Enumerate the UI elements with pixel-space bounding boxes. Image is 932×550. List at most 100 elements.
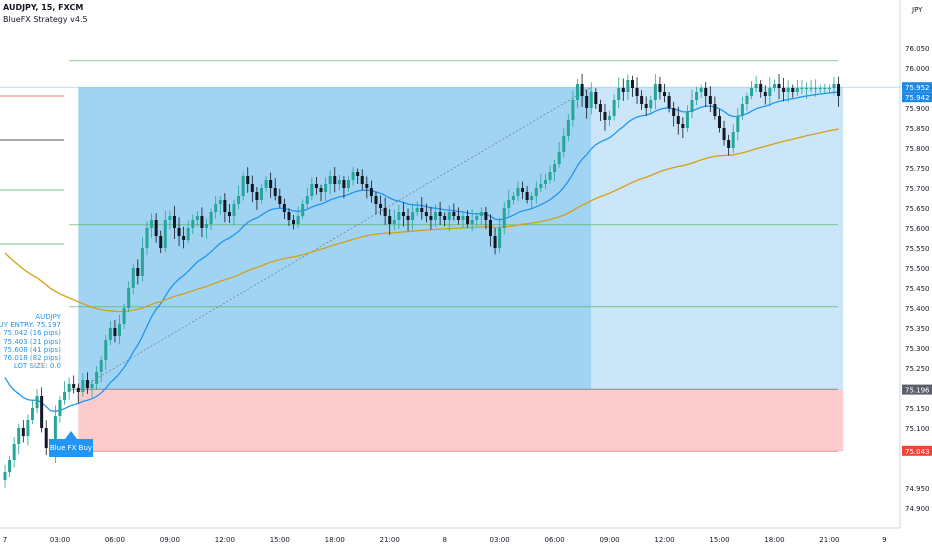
candle-body xyxy=(113,328,117,336)
candle-body xyxy=(429,216,433,220)
candle-body xyxy=(392,220,396,224)
candle-body xyxy=(241,176,245,196)
candle-body xyxy=(365,184,369,188)
candle-body xyxy=(12,444,16,460)
candle-body xyxy=(118,324,121,336)
candle-body xyxy=(227,212,231,216)
candle-body xyxy=(685,112,689,128)
candle-body xyxy=(649,100,653,108)
candle-body xyxy=(516,188,520,196)
candle-body xyxy=(85,380,89,388)
trade-info-line: TP1: 75.403 (21 pips) xyxy=(0,337,61,346)
candle-body xyxy=(672,108,676,116)
price-tick-label: 75.600 xyxy=(905,225,930,233)
candle-body xyxy=(159,236,163,248)
trend-dotted-line xyxy=(78,86,592,390)
candle-body xyxy=(145,228,149,248)
candle-body xyxy=(223,200,227,212)
time-tick-label: 21:00 xyxy=(819,536,839,544)
candle-body xyxy=(777,84,781,88)
ema-slow-line xyxy=(4,128,839,313)
time-tick-label: 06:00 xyxy=(545,536,565,544)
candle-body xyxy=(177,228,181,236)
candle-body xyxy=(640,96,644,104)
candle-body xyxy=(827,88,831,89)
time-tick-label: 18:00 xyxy=(325,536,345,544)
candle-body xyxy=(452,212,456,216)
candle-body xyxy=(351,172,355,180)
price-tag-text: 75.952 xyxy=(905,84,930,92)
indicator-title[interactable]: BlueFX Strategy v4.5 xyxy=(3,15,88,24)
candle-body xyxy=(63,392,67,400)
candle-body xyxy=(447,212,451,220)
candle-body xyxy=(232,204,236,216)
candles xyxy=(3,73,841,488)
candle-body xyxy=(608,116,612,120)
candle-body xyxy=(612,100,616,116)
price-tag-text: 75.942 xyxy=(905,94,930,102)
candle-body xyxy=(498,228,502,248)
candle-body xyxy=(653,84,657,100)
price-tick-label: 75.900 xyxy=(905,105,930,113)
candle-body xyxy=(81,380,85,392)
candle-body xyxy=(195,216,199,220)
candle-body xyxy=(127,288,131,308)
candle-body xyxy=(8,460,12,472)
candle-body xyxy=(58,400,62,416)
buy-signal-label: Blue FX Buy xyxy=(49,439,93,457)
candle-body xyxy=(727,140,731,148)
candle-body xyxy=(456,216,460,220)
time-tick-label: 03:00 xyxy=(490,536,510,544)
price-tick-label: 76.050 xyxy=(905,45,930,53)
candle-body xyxy=(154,220,158,236)
candle-body xyxy=(131,268,135,288)
candle-body xyxy=(420,208,424,212)
candle-body xyxy=(209,212,213,224)
candle-body xyxy=(438,212,442,216)
candle-body xyxy=(837,84,841,96)
candle-body xyxy=(690,100,694,112)
candle-body xyxy=(745,96,749,104)
candle-body xyxy=(21,428,25,436)
candle-body xyxy=(150,220,154,228)
candle-body xyxy=(571,100,575,120)
candle-body xyxy=(663,92,667,96)
candle-body xyxy=(589,92,593,108)
price-tag-entry xyxy=(902,384,932,395)
time-tick-label: 8 xyxy=(442,536,446,544)
candle-body xyxy=(644,104,648,108)
price-tick-label: 75.450 xyxy=(905,285,930,293)
candle-body xyxy=(401,212,405,216)
symbol-title[interactable]: AUDJPY, 15, FXCM xyxy=(3,3,84,12)
candle-body xyxy=(566,120,570,136)
candle-body xyxy=(35,396,39,408)
candle-body xyxy=(67,384,71,392)
price-tick-label: 75.300 xyxy=(905,345,930,353)
buy-signal-arrow xyxy=(65,431,77,439)
candle-body xyxy=(237,196,241,204)
trade-info-line: AUDJPY xyxy=(35,313,61,321)
candle-body xyxy=(681,124,685,128)
candle-body xyxy=(319,188,323,192)
loss-zone xyxy=(78,389,844,452)
candle-body xyxy=(818,88,822,89)
candle-body xyxy=(324,184,328,192)
candle-body xyxy=(76,388,80,392)
candle-body xyxy=(782,88,786,92)
candle-body xyxy=(461,216,465,220)
time-tick-label: 7 xyxy=(3,536,7,544)
candle-body xyxy=(493,236,497,248)
candle-body xyxy=(379,204,383,208)
candle-body xyxy=(768,88,772,96)
candle-body xyxy=(287,212,291,220)
price-tick-label: 75.350 xyxy=(905,325,930,333)
time-tick-label: 12:00 xyxy=(654,536,674,544)
time-axis[interactable]: 7 03:00 06:00 09:00 12:00 15:00 18:00 21:00 8 03:… xyxy=(0,527,900,544)
candle-body xyxy=(580,84,584,96)
candle-body xyxy=(246,176,250,184)
candle-body xyxy=(598,104,602,112)
time-tick-label: 21:00 xyxy=(380,536,400,544)
time-tick-label: 03:00 xyxy=(50,536,70,544)
candle-body xyxy=(424,212,428,216)
